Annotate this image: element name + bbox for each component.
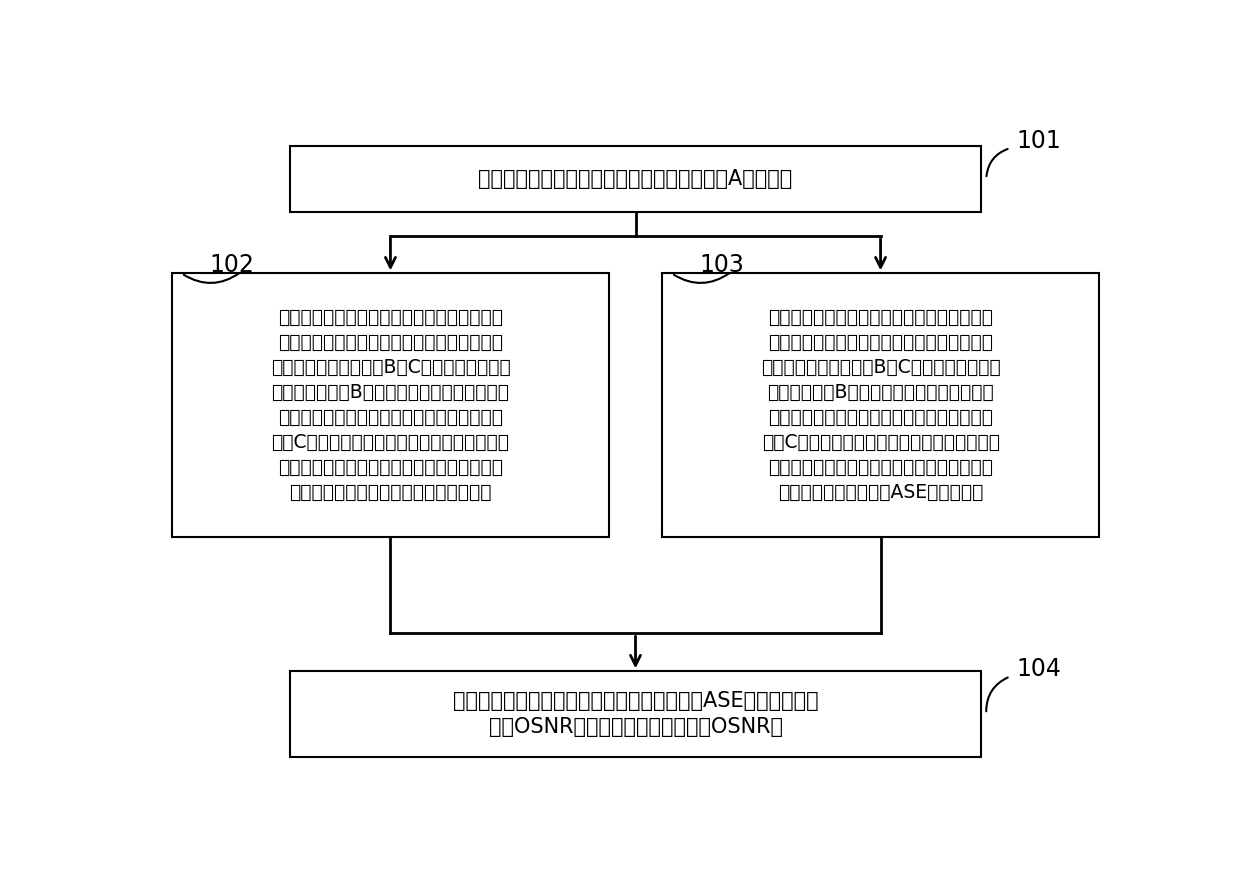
Bar (662, 274, 1099, 537)
Text: 101: 101 (1017, 129, 1061, 153)
Text: 监测设备从被测光通道监测点耦合出百分比为A的光信号: 监测设备从被测光通道监测点耦合出百分比为A的光信号 (479, 169, 792, 189)
Text: 该监测设备根据获得的被测光信号的功率値和ASE噪声功率値，
以及OSNR参考带宽获得被测信道的OSNR値: 该监测设备根据获得的被测光信号的功率値和ASE噪声功率値， 以及OSNR参考带宽… (453, 691, 818, 737)
Text: 103: 103 (699, 253, 744, 277)
Bar (172, 274, 609, 537)
Text: 104: 104 (1017, 658, 1061, 682)
Text: 102: 102 (210, 253, 254, 277)
Bar (290, 671, 982, 757)
Text: 该监测设备以第二滤波信息对耦合出的光信号
进行滤波获得第二滤波信号，再从该第二滤波
信号中耦合出百分比为B和C两份分束光信号，
通过百分比为B的分束光信号进行延: 该监测设备以第二滤波信息对耦合出的光信号 进行滤波获得第二滤波信号，再从该第二滤… (760, 308, 1001, 503)
Bar (290, 146, 982, 211)
Text: 该监测设备以第一滤波信息对耦合出的光信号
进行滤波获得第一滤波信号，再从该第一滤波
信号中耦合出百分比为B和C两份分束光信号，
通过对百分比为B的分束光信号进行: 该监测设备以第一滤波信息对耦合出的光信号 进行滤波获得第一滤波信号，再从该第一滤… (270, 308, 511, 503)
